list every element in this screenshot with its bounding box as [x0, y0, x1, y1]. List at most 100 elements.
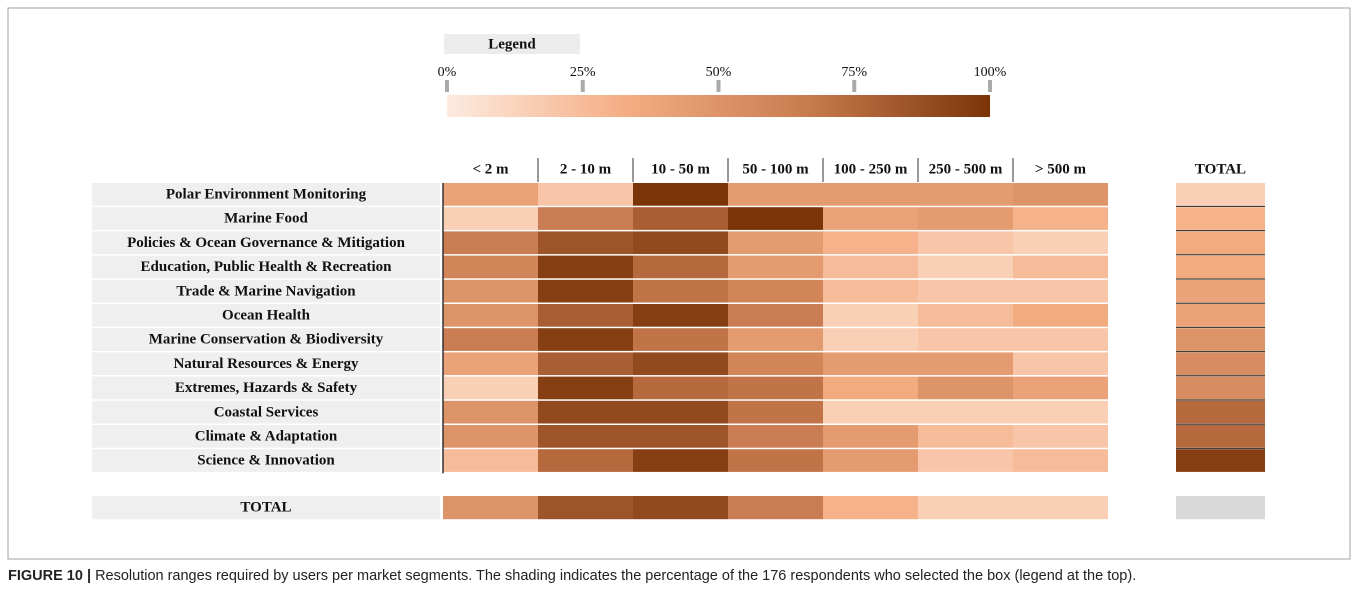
- heat-cell: [538, 449, 633, 472]
- row-label-bg: [92, 352, 440, 376]
- row-label: Ocean Health: [222, 308, 311, 324]
- color-tick: [580, 80, 585, 92]
- total-cell: [728, 496, 823, 520]
- heat-cell: [633, 376, 728, 400]
- color-bar: [447, 95, 990, 117]
- column-header: 50 - 100 m: [742, 161, 809, 177]
- heat-cell: [633, 304, 728, 327]
- heat-cell: [443, 425, 538, 448]
- heat-cell: [823, 352, 918, 376]
- column-header: 2 - 10 m: [560, 161, 612, 177]
- heat-cell: [443, 207, 538, 230]
- total-cell: [1176, 231, 1265, 255]
- heat-cell: [918, 400, 1013, 424]
- heat-cell: [823, 425, 918, 448]
- heat-cell: [1013, 279, 1108, 303]
- heat-cell: [443, 449, 538, 472]
- heat-cell: [1013, 231, 1108, 255]
- row-label: Science & Innovation: [197, 453, 335, 469]
- heat-cell: [1013, 449, 1108, 472]
- heat-cell: [918, 328, 1013, 351]
- color-tick-label: 75%: [841, 65, 867, 80]
- total-cell: [1176, 328, 1265, 351]
- heat-cell: [823, 231, 918, 255]
- row-label-bg: [92, 425, 440, 448]
- heat-cell: [1013, 400, 1108, 424]
- heat-cell: [538, 328, 633, 351]
- caption-label: FIGURE 10 |: [8, 568, 92, 584]
- heat-cell: [728, 255, 823, 279]
- heat-cell: [1013, 207, 1108, 230]
- heat-cell: [918, 231, 1013, 255]
- total-row-label: TOTAL: [240, 500, 291, 516]
- total-cell: [443, 496, 538, 520]
- row-label: Coastal Services: [214, 404, 319, 420]
- heat-cell: [823, 255, 918, 279]
- caption-text: Resolution ranges required by users per …: [95, 568, 1137, 584]
- total-cell: [918, 496, 1013, 520]
- heat-cell: [918, 304, 1013, 327]
- heat-cell: [1013, 183, 1108, 206]
- row-label-bg: [92, 304, 440, 327]
- heat-cell: [918, 376, 1013, 400]
- heat-cell: [823, 376, 918, 400]
- color-tick-label: 0%: [438, 65, 457, 80]
- heat-cell: [728, 183, 823, 206]
- row-label-bg: [92, 496, 440, 520]
- column-header: 100 - 250 m: [834, 161, 908, 177]
- heat-cell: [443, 304, 538, 327]
- heat-cell: [918, 207, 1013, 230]
- heat-cell: [1013, 255, 1108, 279]
- heat-cell: [538, 231, 633, 255]
- heat-cell: [728, 207, 823, 230]
- row-label-bg: [92, 207, 440, 230]
- heat-cell: [633, 255, 728, 279]
- heat-cell: [538, 425, 633, 448]
- row-label: Education, Public Health & Recreation: [141, 259, 393, 275]
- heat-cell: [538, 376, 633, 400]
- heat-cell: [1013, 328, 1108, 351]
- heat-cell: [1013, 304, 1108, 327]
- figure-frame: [7, 7, 1351, 560]
- color-tick-label: 25%: [570, 65, 596, 80]
- total-cell: [1176, 352, 1265, 376]
- heat-cell: [728, 231, 823, 255]
- color-tick: [988, 80, 992, 92]
- total-cell: [538, 496, 633, 520]
- row-label-bg: [92, 400, 440, 424]
- color-tick-label: 100%: [974, 65, 1007, 80]
- heat-cell: [633, 449, 728, 472]
- heat-cell: [443, 400, 538, 424]
- row-label: Extremes, Hazards & Safety: [175, 380, 358, 396]
- row-label: Climate & Adaptation: [195, 429, 338, 445]
- row-label: Marine Food: [224, 211, 308, 227]
- heat-cell: [538, 279, 633, 303]
- heat-cell: [728, 425, 823, 448]
- row-label: Natural Resources & Energy: [173, 356, 359, 372]
- heat-cell: [633, 328, 728, 351]
- heat-cell: [728, 376, 823, 400]
- heat-cell: [443, 376, 538, 400]
- heat-cell: [728, 352, 823, 376]
- total-cell: [1176, 279, 1265, 303]
- heat-cell: [538, 304, 633, 327]
- row-label: Polar Environment Monitoring: [166, 187, 367, 203]
- column-header: 250 - 500 m: [929, 161, 1003, 177]
- heat-cell: [918, 425, 1013, 448]
- heat-cell: [728, 279, 823, 303]
- total-cell: [1176, 183, 1265, 206]
- heat-cell: [918, 183, 1013, 206]
- heat-cell: [728, 449, 823, 472]
- row-label-bg: [92, 376, 440, 400]
- heat-cell: [633, 207, 728, 230]
- heat-cell: [633, 352, 728, 376]
- legend-title: Legend: [488, 36, 536, 52]
- caption: FIGURE 10 | Resolution ranges required b…: [8, 565, 1348, 587]
- heat-cell: [728, 328, 823, 351]
- heat-cell: [633, 279, 728, 303]
- row-label: Policies & Ocean Governance & Mitigation: [127, 235, 406, 251]
- heat-cell: [538, 400, 633, 424]
- heat-cell: [728, 400, 823, 424]
- heat-cell: [1013, 425, 1108, 448]
- heat-cell: [538, 352, 633, 376]
